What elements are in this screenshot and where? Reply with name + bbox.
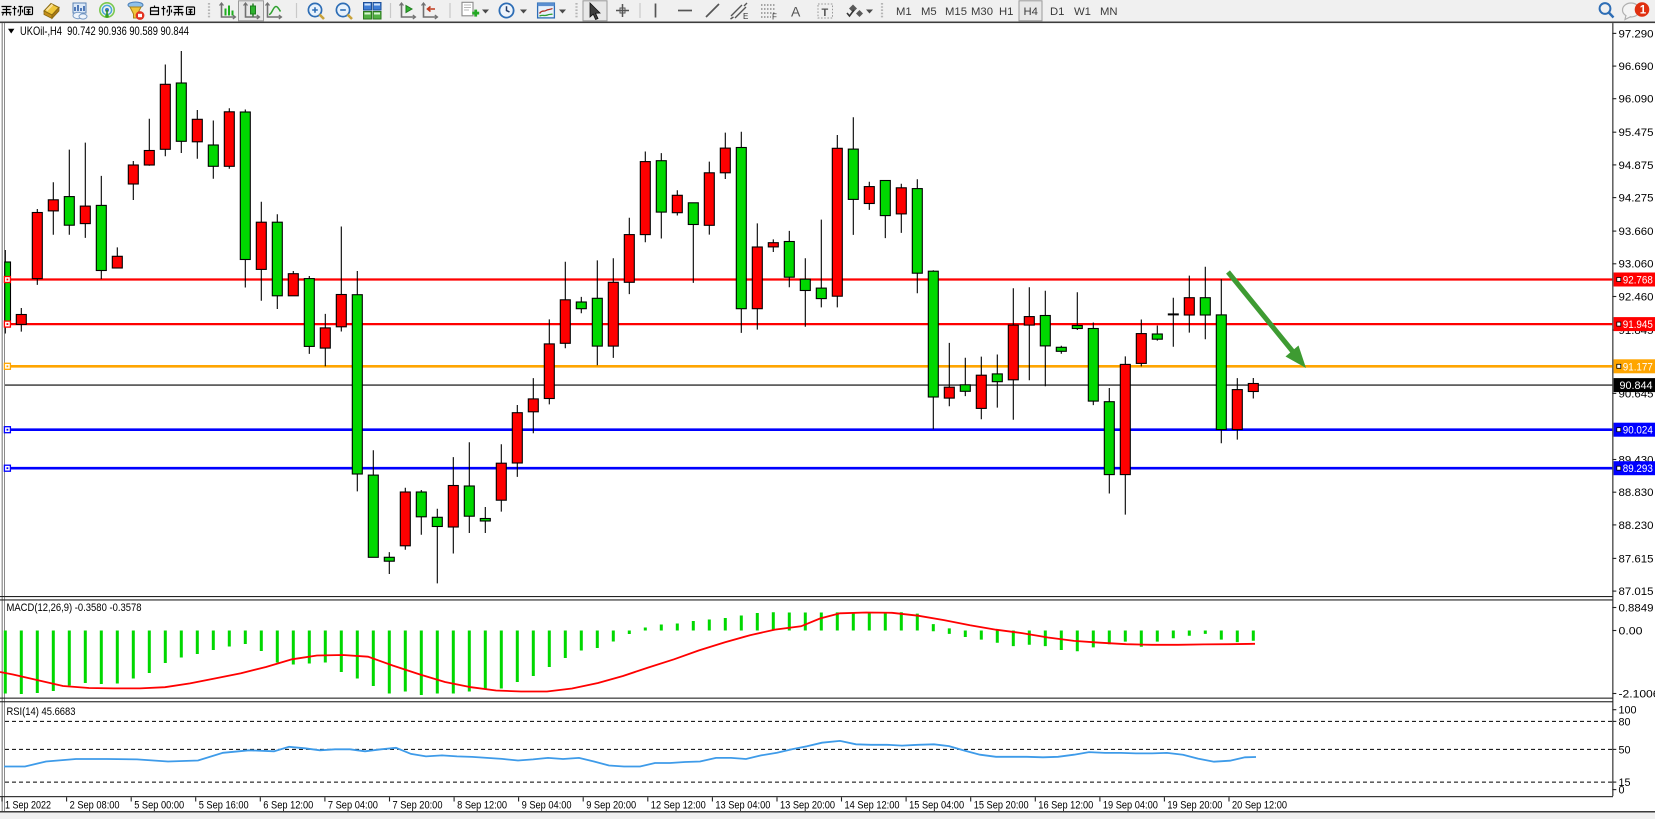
svg-text:14 Sep 12:00: 14 Sep 12:00 bbox=[845, 800, 900, 812]
svg-text:92.460: 92.460 bbox=[1619, 291, 1654, 303]
svg-text:2 Sep 08:00: 2 Sep 08:00 bbox=[70, 800, 120, 812]
svg-text:T: T bbox=[822, 7, 829, 19]
svg-text:MN: MN bbox=[1100, 6, 1118, 18]
svg-text:A: A bbox=[791, 4, 801, 20]
svg-text:7 Sep 20:00: 7 Sep 20:00 bbox=[393, 800, 443, 812]
svg-text:H4: H4 bbox=[1024, 6, 1038, 18]
svg-text:20 Sep 12:00: 20 Sep 12:00 bbox=[1232, 800, 1287, 812]
svg-text:MACD(12,26,9) -0.3580 -0.3578: MACD(12,26,9) -0.3580 -0.3578 bbox=[7, 602, 142, 614]
svg-text:5 Sep 00:00: 5 Sep 00:00 bbox=[134, 800, 184, 812]
svg-text:92.768: 92.768 bbox=[1623, 275, 1653, 287]
svg-text:50: 50 bbox=[1619, 744, 1631, 756]
svg-text:1: 1 bbox=[1640, 5, 1647, 17]
svg-text:F: F bbox=[772, 13, 777, 22]
svg-text:H1: H1 bbox=[999, 6, 1013, 18]
svg-text:95.475: 95.475 bbox=[1619, 127, 1654, 139]
svg-text:15 Sep 20:00: 15 Sep 20:00 bbox=[974, 800, 1029, 812]
svg-text:M30: M30 bbox=[971, 6, 993, 18]
svg-text:M15: M15 bbox=[945, 6, 967, 18]
svg-text:15: 15 bbox=[1619, 777, 1631, 789]
svg-text:19 Sep 04:00: 19 Sep 04:00 bbox=[1103, 800, 1158, 812]
svg-text:96.690: 96.690 bbox=[1619, 61, 1654, 73]
svg-text:87.615: 87.615 bbox=[1619, 553, 1654, 565]
svg-text:E: E bbox=[743, 12, 748, 21]
svg-text:8 Sep 12:00: 8 Sep 12:00 bbox=[457, 800, 507, 812]
svg-text:91.945: 91.945 bbox=[1623, 319, 1653, 331]
svg-text:87.015: 87.015 bbox=[1619, 586, 1654, 598]
svg-text:0.8849: 0.8849 bbox=[1619, 602, 1654, 614]
svg-text:6 Sep 12:00: 6 Sep 12:00 bbox=[263, 800, 313, 812]
svg-text:W1: W1 bbox=[1074, 6, 1091, 18]
svg-text:94.275: 94.275 bbox=[1619, 193, 1654, 205]
svg-text:90.024: 90.024 bbox=[1623, 425, 1653, 437]
svg-text:15 Sep 04:00: 15 Sep 04:00 bbox=[909, 800, 964, 812]
svg-text:88.230: 88.230 bbox=[1619, 520, 1654, 532]
svg-text:M1: M1 bbox=[896, 6, 912, 18]
svg-text:D1: D1 bbox=[1050, 6, 1064, 18]
svg-text:13 Sep 20:00: 13 Sep 20:00 bbox=[780, 800, 835, 812]
svg-text:93.660: 93.660 bbox=[1619, 226, 1654, 238]
svg-text:88.830: 88.830 bbox=[1619, 487, 1654, 499]
svg-text:96.090: 96.090 bbox=[1619, 94, 1654, 106]
svg-text:UKOil-,H4 90.742 90.936 90.58: UKOil-,H4 90.742 90.936 90.589 90.844 bbox=[20, 25, 189, 38]
svg-text:RSI(14) 45.6683: RSI(14) 45.6683 bbox=[7, 706, 76, 718]
svg-text:100: 100 bbox=[1619, 705, 1637, 717]
svg-text:9 Sep 20:00: 9 Sep 20:00 bbox=[586, 800, 636, 812]
svg-text:19 Sep 20:00: 19 Sep 20:00 bbox=[1167, 800, 1222, 812]
svg-text:5 Sep 16:00: 5 Sep 16:00 bbox=[199, 800, 249, 812]
svg-text:0: 0 bbox=[1619, 785, 1625, 797]
svg-text:80: 80 bbox=[1619, 716, 1631, 728]
svg-text:16 Sep 12:00: 16 Sep 12:00 bbox=[1038, 800, 1093, 812]
svg-text:9 Sep 04:00: 9 Sep 04:00 bbox=[522, 800, 572, 812]
svg-text:94.875: 94.875 bbox=[1619, 160, 1654, 172]
svg-text:7 Sep 04:00: 7 Sep 04:00 bbox=[328, 800, 378, 812]
svg-text:-2.1006: -2.1006 bbox=[1619, 688, 1655, 700]
svg-text:0.00: 0.00 bbox=[1619, 625, 1643, 637]
svg-text:12 Sep 12:00: 12 Sep 12:00 bbox=[651, 800, 706, 812]
svg-text:91.177: 91.177 bbox=[1623, 361, 1653, 373]
svg-text:90.844: 90.844 bbox=[1620, 380, 1653, 392]
svg-text:93.060: 93.060 bbox=[1619, 259, 1654, 271]
svg-text:89.293: 89.293 bbox=[1623, 463, 1653, 475]
svg-text:M5: M5 bbox=[921, 6, 937, 18]
svg-text:97.290: 97.290 bbox=[1619, 28, 1654, 40]
svg-text:1 Sep 2022: 1 Sep 2022 bbox=[5, 800, 51, 812]
svg-text:13 Sep 04:00: 13 Sep 04:00 bbox=[715, 800, 770, 812]
